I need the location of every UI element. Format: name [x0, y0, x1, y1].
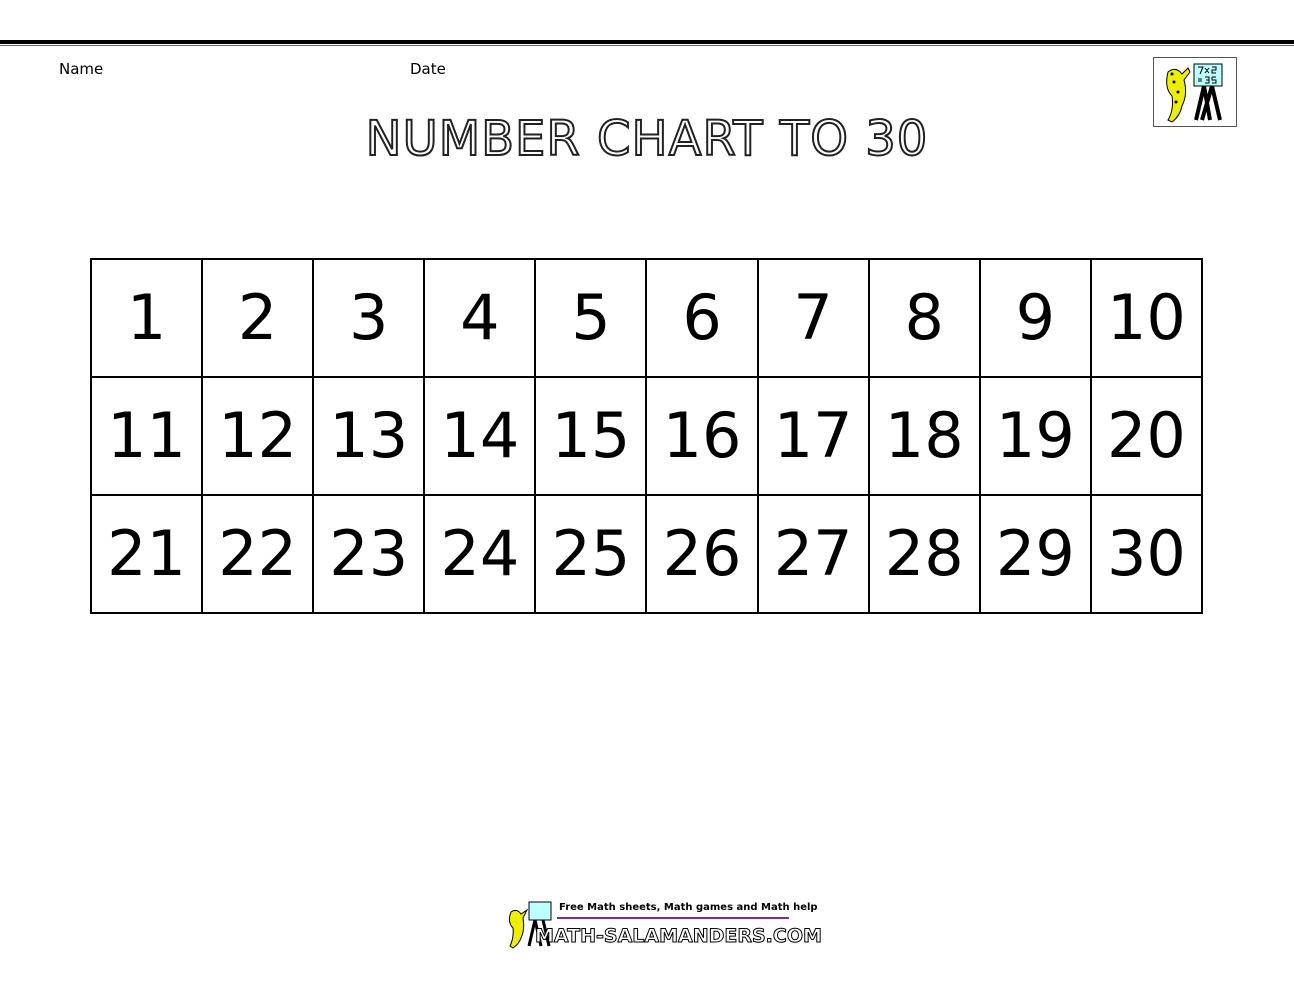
number-cell: 5: [535, 259, 647, 377]
number-cell: 24: [424, 495, 536, 613]
number-cell: 14: [424, 377, 536, 495]
number-cell: 11: [91, 377, 203, 495]
number-cell: 12: [202, 377, 314, 495]
salamander-logo-icon: [1153, 57, 1237, 127]
number-cell: 3: [313, 259, 425, 377]
top-rule-thin: [0, 45, 1294, 46]
number-cell: 20: [1090, 377, 1202, 495]
number-cell: 17: [757, 377, 869, 495]
number-cell: 2: [202, 259, 314, 377]
number-cell: 15: [535, 377, 647, 495]
number-cell: 28: [868, 495, 980, 613]
top-rule: [0, 40, 1294, 44]
footer-site[interactable]: MATH-SALAMANDERS.COM: [535, 925, 823, 948]
number-cell: 25: [535, 495, 647, 613]
number-cell: 26: [646, 495, 758, 613]
number-cell: 22: [202, 495, 314, 613]
salamander-icon: [508, 901, 552, 949]
number-cell: 23: [313, 495, 425, 613]
number-cell: 6: [646, 259, 758, 377]
number-cell: 30: [1090, 495, 1202, 613]
number-cell: 13: [313, 377, 425, 495]
number-cell: 21: [91, 495, 203, 613]
footer-logo: Free Math sheets, Math games and Math he…: [505, 898, 822, 954]
number-cell: 7: [757, 259, 869, 377]
number-chart: 1 2 3 4 5 6 7 8 9 10 11 12 13 14 15 16 17 18 19 20 21 22 23 24 2…: [90, 258, 1203, 614]
number-cell: 10: [1090, 259, 1202, 377]
name-label: Name: [59, 60, 104, 78]
footer-divider: [557, 917, 789, 919]
number-cell: 8: [868, 259, 980, 377]
number-cell: 18: [868, 377, 980, 495]
number-cell: 9: [979, 259, 1091, 377]
number-cell: 27: [757, 495, 869, 613]
page-title: NUMBER CHART TO 30: [365, 110, 929, 168]
number-cell: 4: [424, 259, 536, 377]
footer-tagline: Free Math sheets, Math games and Math he…: [559, 902, 818, 913]
number-cell: 19: [979, 377, 1091, 495]
number-cell: 29: [979, 495, 1091, 613]
number-cell: 16: [646, 377, 758, 495]
date-label: Date: [410, 60, 446, 78]
number-cell: 1: [91, 259, 203, 377]
